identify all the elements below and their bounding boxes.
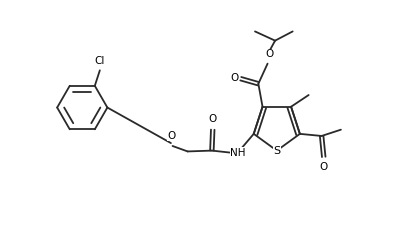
Text: O: O (265, 50, 273, 59)
Text: S: S (273, 146, 280, 156)
Text: O: O (231, 73, 239, 83)
Text: Cl: Cl (95, 56, 105, 66)
Text: O: O (209, 114, 217, 124)
Text: O: O (168, 131, 176, 141)
Text: NH: NH (230, 148, 245, 158)
Text: O: O (320, 162, 328, 172)
